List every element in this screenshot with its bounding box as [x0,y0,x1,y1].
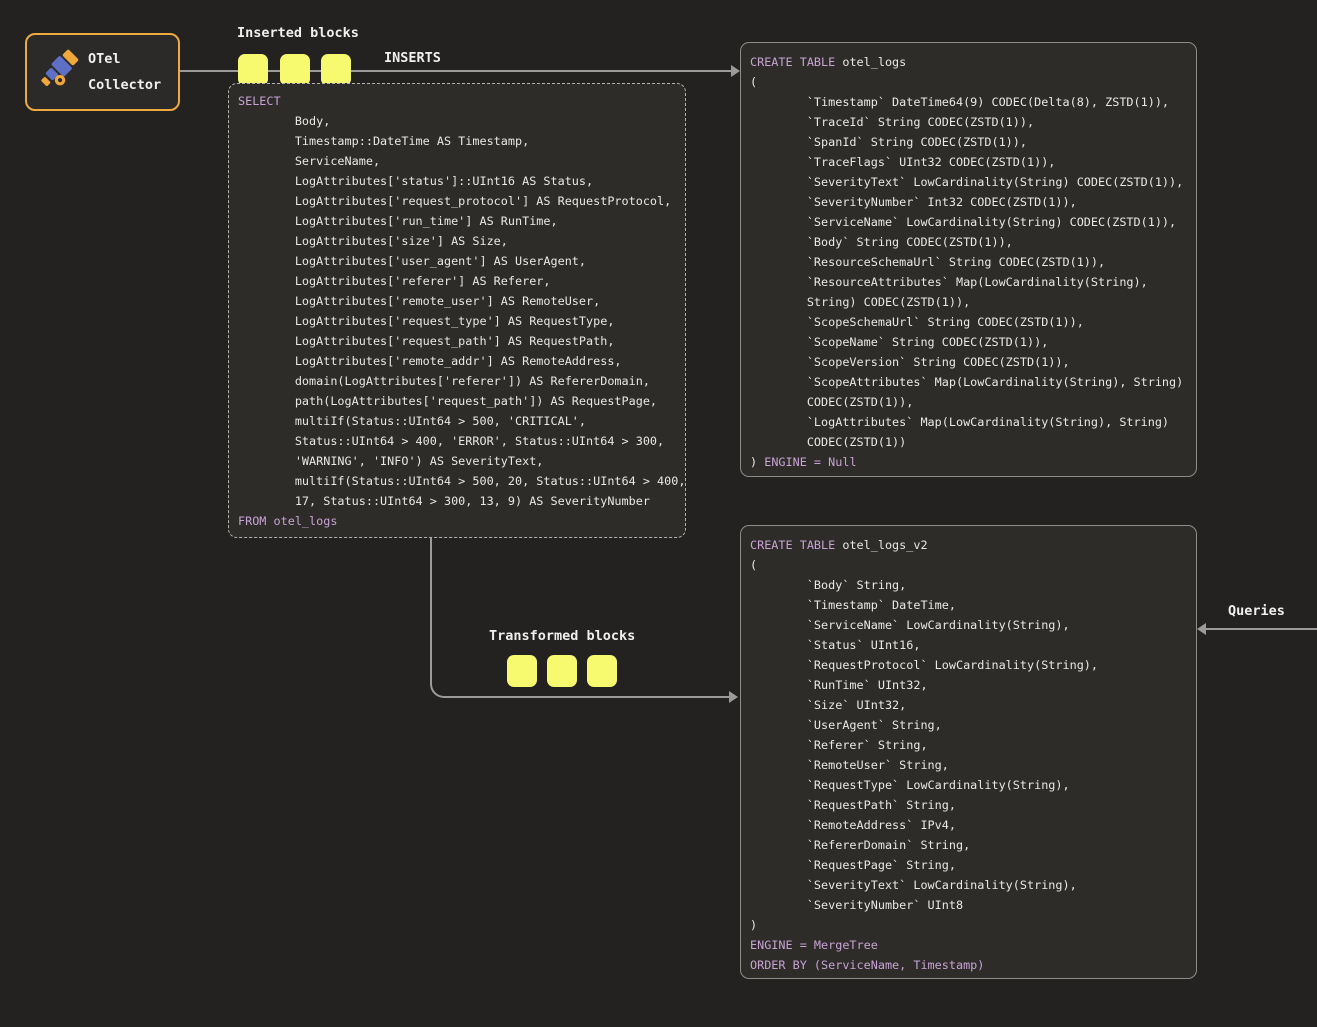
code-line: `SeverityNumber` UInt8 [750,898,964,912]
create-table-otel-logs-v2-box: CREATE TABLE otel_logs_v2 ( `Body` String… [740,525,1197,979]
transformed-block [547,655,577,687]
code-line: `ServiceName` LowCardinality(String) COD… [750,215,1177,229]
code-line: CODEC(ZSTD(1)) [750,435,907,449]
code-line: LogAttributes['request_protocol'] AS Req… [238,194,672,208]
code-line: multiIf(Status::UInt64 > 500, 20, Status… [238,474,686,488]
code-line: `TraceId` String CODEC(ZSTD(1)), [750,115,1035,129]
code-line: `Referer` String, [750,738,928,752]
code-line: `RunTime` UInt32, [750,678,928,692]
code-line: ( [750,75,758,89]
transformed-blocks-label: Transformed blocks [489,628,636,644]
inserted-block [280,54,310,86]
code-line: LogAttributes['remote_addr'] AS RemoteAd… [238,354,622,368]
code-line: ORDER BY (ServiceName, Timestamp) [750,958,985,972]
code-line: `RequestPage` String, [750,858,956,872]
inserted-block [238,54,268,86]
collector-label: OTel Collector [88,51,162,93]
code-line: `Body` String CODEC(ZSTD(1)), [750,235,1013,249]
code-line: `Size` UInt32, [750,698,907,712]
code-line: LogAttributes['remote_user'] AS RemoteUs… [238,294,601,308]
code-line: ) ENGINE = Null [750,455,857,469]
code-line: path(LogAttributes['request_path']) AS R… [238,394,658,408]
code-line: `RequestType` LowCardinality(String), [750,778,1070,792]
queries-arrowhead-icon [1197,623,1206,635]
queries-label: Queries [1228,603,1285,619]
create-table-otel-logs-box: CREATE TABLE otel_logs ( `Timestamp` Date… [740,42,1197,477]
code-line: `SeverityText` LowCardinality(String), [750,878,1077,892]
code-line: ServiceName, [238,154,381,168]
code-line: `ResourceAttributes` Map(LowCardinality(… [750,275,1148,289]
inserts-arrow-line [180,70,732,72]
code-line: FROM otel_logs [238,514,338,528]
code-line: `TraceFlags` UInt32 CODEC(ZSTD(1)), [750,155,1056,169]
inserts-arrowhead-icon [731,65,740,77]
inserted-block [321,54,351,86]
otel-collector-node: OTel Collector [25,33,180,111]
otel-logs-ddl-code: CREATE TABLE otel_logs ( `Timestamp` Date… [741,43,1196,472]
code-line: Body, [238,114,331,128]
inserted-blocks-label: Inserted blocks [237,25,359,41]
code-line: String) CODEC(ZSTD(1)), [750,295,971,309]
code-line: `RefererDomain` String, [750,838,971,852]
code-line: `SeverityNumber` Int32 CODEC(ZSTD(1)), [750,195,1077,209]
code-line: `RequestPath` String, [750,798,956,812]
code-line: `ScopeVersion` String CODEC(ZSTD(1)), [750,355,1070,369]
code-line: `SpanId` String CODEC(ZSTD(1)), [750,135,1027,149]
code-line: domain(LogAttributes['referer']) AS Refe… [238,374,650,388]
code-line: multiIf(Status::UInt64 > 500, 'CRITICAL'… [238,414,587,428]
code-line: LogAttributes['user_agent'] AS UserAgent… [238,254,587,268]
code-line: LogAttributes['status']::UInt16 AS Statu… [238,174,594,188]
code-line: LogAttributes['request_path'] AS Request… [238,334,615,348]
code-line: `ServiceName` LowCardinality(String), [750,618,1070,632]
code-line: 17, Status::UInt64 > 300, 13, 9) AS Seve… [238,494,650,508]
code-line: LogAttributes['size'] AS Size, [238,234,508,248]
code-line: ) [750,918,758,932]
code-line: CODEC(ZSTD(1)), [750,395,914,409]
code-line: SELECT [238,94,281,108]
code-line: Status::UInt64 > 400, 'ERROR', Status::U… [238,434,665,448]
code-line: LogAttributes['run_time'] AS RunTime, [238,214,558,228]
code-line: `Status` UInt16, [750,638,921,652]
materialized-view-select-box: SELECT Body, Timestamp::DateTime AS Time… [228,83,686,538]
code-line: CREATE TABLE otel_logs_v2 [750,538,928,552]
code-line: `SeverityText` LowCardinality(String) CO… [750,175,1184,189]
code-line: ENGINE = MergeTree [750,938,878,952]
queries-arrow-line [1202,628,1317,630]
transformed-block [507,655,537,687]
transformed-block [587,655,617,687]
code-line: `Body` String, [750,578,907,592]
otel-logs-v2-ddl-code: CREATE TABLE otel_logs_v2 ( `Body` String… [741,526,1196,975]
code-line: `Timestamp` DateTime, [750,598,956,612]
code-line: `RemoteAddress` IPv4, [750,818,956,832]
transform-arrow-line [430,538,736,698]
code-line: 'WARNING', 'INFO') AS SeverityText, [238,454,544,468]
code-line: `UserAgent` String, [750,718,942,732]
select-query-code: SELECT Body, Timestamp::DateTime AS Time… [229,84,685,531]
code-line: LogAttributes['request_type'] AS Request… [238,314,615,328]
code-line: Timestamp::DateTime AS Timestamp, [238,134,530,148]
code-line: `LogAttributes` Map(LowCardinality(Strin… [750,415,1170,429]
code-line: LogAttributes['referer'] AS Referer, [238,274,551,288]
code-line: `ScopeSchemaUrl` String CODEC(ZSTD(1)), [750,315,1084,329]
transform-arrowhead-icon [729,691,738,703]
code-line: `ScopeAttributes` Map(LowCardinality(Str… [750,375,1184,389]
code-line: `RequestProtocol` LowCardinality(String)… [750,658,1099,672]
code-line: `RemoteUser` String, [750,758,949,772]
telescope-icon [35,47,81,97]
code-line: `Timestamp` DateTime64(9) CODEC(Delta(8)… [750,95,1170,109]
code-line: `ScopeName` String CODEC(ZSTD(1)), [750,335,1049,349]
code-line: ( [750,558,758,572]
inserts-label: INSERTS [384,50,441,66]
code-line: `ResourceSchemaUrl` String CODEC(ZSTD(1)… [750,255,1106,269]
code-line: CREATE TABLE otel_logs [750,55,907,69]
